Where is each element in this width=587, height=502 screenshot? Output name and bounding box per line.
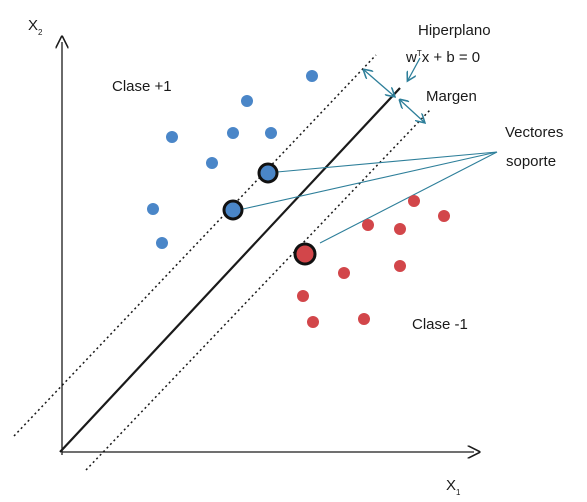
class-negative-points: [297, 195, 450, 328]
equation-superscript: T: [416, 49, 422, 58]
margin-arrow-upper: [364, 70, 394, 96]
margin-label: Margen: [426, 88, 477, 105]
data-point-negative: [362, 219, 374, 231]
margin-arrow-lower: [400, 100, 424, 122]
support-vector-pointer-2: [242, 151, 498, 210]
data-point-positive: [166, 131, 178, 143]
class-positive-label: Clase +1: [112, 78, 172, 95]
support-vector-positive-2: [222, 199, 244, 221]
support-vectors-label-line1: Vectores: [505, 124, 564, 141]
data-point-positive: [241, 95, 253, 107]
upper-margin-line: [13, 54, 377, 437]
data-point-negative: [297, 290, 309, 302]
data-point-negative: [438, 210, 450, 222]
support-vector-pointer-1: [276, 151, 498, 173]
hyperplane-equation: wTx + b = 0: [406, 49, 481, 66]
hyperplane-pointer-arrow: [408, 57, 421, 80]
support-vectors-label-line2: soporte: [506, 153, 557, 170]
y-axis-label: X2: [28, 17, 43, 37]
class-negative-label: Clase -1: [412, 316, 468, 333]
data-point-negative: [394, 223, 406, 235]
x-axis-label: X1: [446, 477, 461, 497]
data-point-negative: [338, 267, 350, 279]
data-point-negative: [394, 260, 406, 272]
support-vector-pointer-3: [319, 151, 498, 244]
support-vector-positive-1: [257, 162, 279, 184]
data-point-positive: [147, 203, 159, 215]
data-point-positive: [156, 237, 168, 249]
data-point-negative: [358, 313, 370, 325]
hyperplane-line: [59, 87, 401, 453]
support-vector-negative: [293, 242, 317, 266]
hyperplane-title: Hiperplano: [418, 22, 491, 39]
data-point-positive: [227, 127, 239, 139]
data-point-positive: [206, 157, 218, 169]
lower-margin-line: [85, 109, 431, 471]
data-point-positive: [265, 127, 277, 139]
data-point-negative: [408, 195, 420, 207]
x-axis-subscript: 1: [456, 488, 461, 497]
y-axis-subscript: 2: [38, 28, 43, 37]
class-positive-points: [147, 70, 318, 249]
data-point-negative: [307, 316, 319, 328]
data-point-positive: [306, 70, 318, 82]
